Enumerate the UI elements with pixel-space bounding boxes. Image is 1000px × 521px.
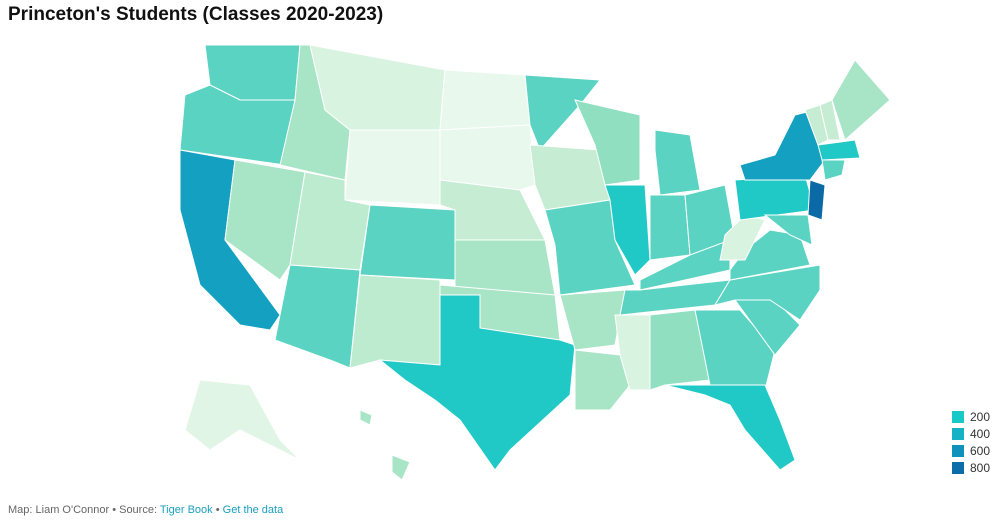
state bbox=[454, 239, 556, 296]
state bbox=[439, 179, 546, 241]
title: Princeton's Students (Classes 2020-2023) bbox=[8, 4, 384, 25]
state bbox=[274, 264, 361, 369]
legend-label: 400 bbox=[970, 426, 991, 441]
state bbox=[817, 139, 861, 161]
legend-swatch bbox=[952, 410, 964, 423]
data-link[interactable]: Get the data bbox=[222, 504, 284, 516]
legend-swatch bbox=[952, 461, 964, 474]
state bbox=[664, 384, 796, 471]
legend-item: 400 bbox=[952, 425, 990, 442]
state bbox=[614, 314, 651, 391]
legend: 200 400 600 800 bbox=[952, 408, 990, 476]
state bbox=[224, 159, 306, 281]
state bbox=[649, 194, 691, 261]
state bbox=[821, 159, 846, 181]
state bbox=[649, 309, 711, 391]
state bbox=[734, 174, 816, 221]
state bbox=[807, 179, 826, 221]
state bbox=[574, 349, 631, 411]
legend-swatch bbox=[952, 427, 964, 440]
separator: • bbox=[215, 504, 220, 516]
legend-item: 600 bbox=[952, 442, 990, 459]
legend-swatch bbox=[952, 444, 964, 457]
state bbox=[439, 69, 531, 131]
legend-label: 800 bbox=[970, 460, 991, 475]
state bbox=[604, 184, 651, 276]
state bbox=[349, 274, 441, 369]
state bbox=[831, 59, 891, 141]
footer: Map: Liam O'Connor • Source: Tiger Book … bbox=[8, 504, 283, 516]
state bbox=[524, 74, 601, 151]
legend-label: 200 bbox=[970, 409, 991, 424]
legend-item: 200 bbox=[952, 408, 990, 425]
legend-label: 600 bbox=[970, 443, 991, 458]
state bbox=[344, 129, 441, 206]
state bbox=[391, 454, 411, 481]
legend-item: 800 bbox=[952, 459, 990, 476]
state bbox=[184, 379, 301, 461]
state bbox=[713, 264, 821, 321]
state bbox=[439, 124, 536, 191]
state bbox=[654, 129, 701, 196]
states bbox=[179, 44, 891, 481]
state bbox=[359, 409, 373, 426]
state bbox=[574, 99, 641, 186]
state bbox=[763, 214, 813, 246]
state bbox=[378, 294, 576, 471]
state bbox=[819, 99, 841, 141]
state bbox=[559, 289, 626, 351]
state bbox=[694, 309, 776, 391]
state bbox=[359, 204, 456, 281]
source-link[interactable]: Tiger Book bbox=[159, 504, 213, 516]
credit: Map: Liam O'Connor • Source: bbox=[8, 504, 158, 516]
